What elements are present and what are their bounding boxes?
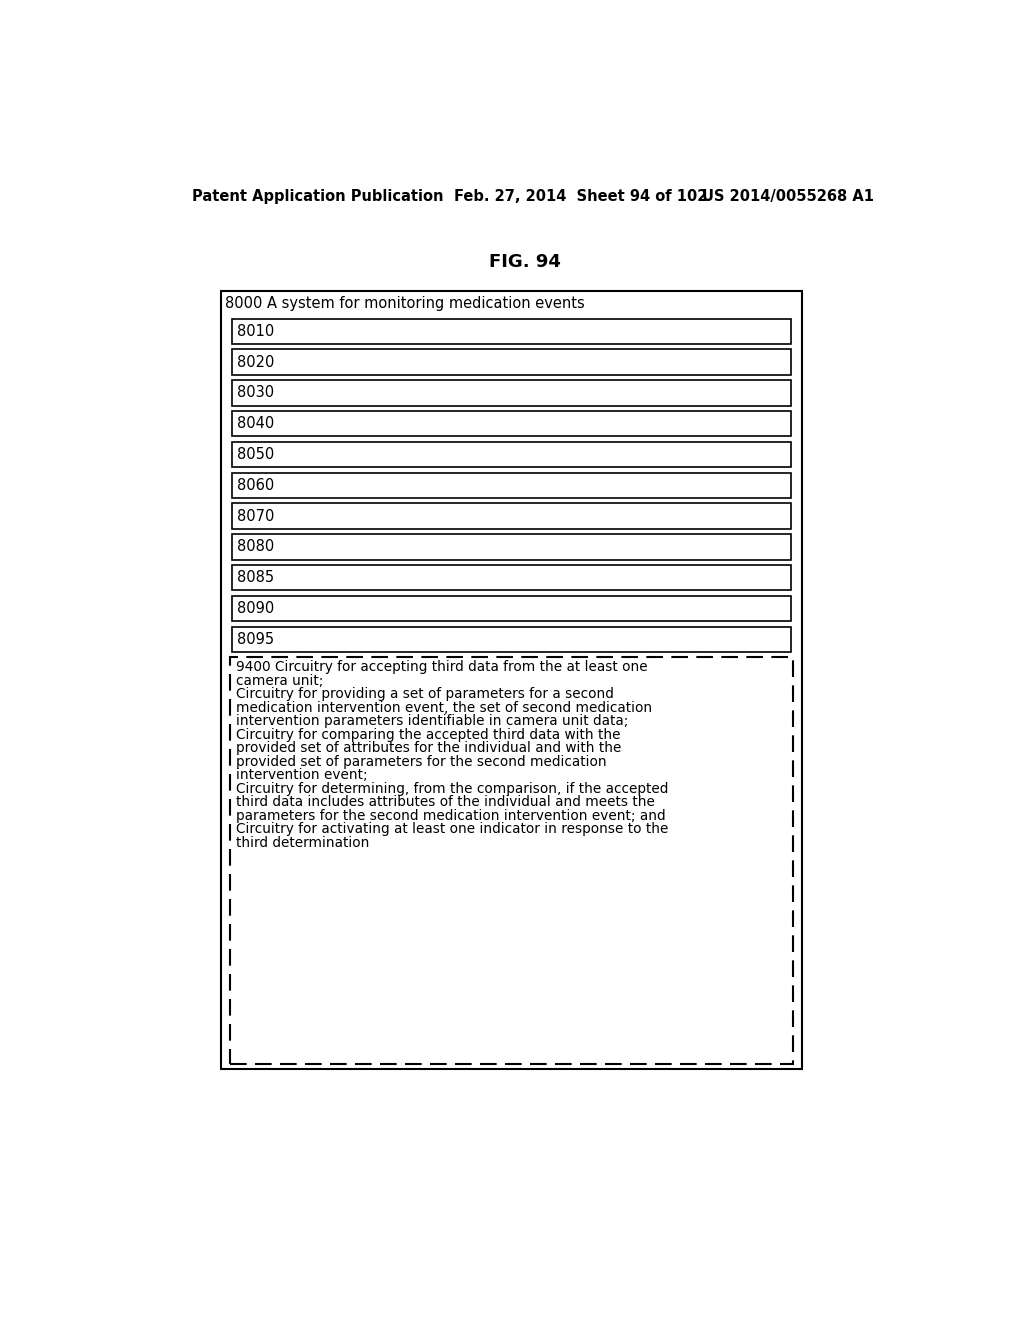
Bar — [231, 627, 792, 652]
Text: third determination: third determination — [237, 836, 370, 850]
Text: parameters for the second medication intervention event; and: parameters for the second medication int… — [237, 809, 667, 822]
Text: 8010: 8010 — [238, 323, 274, 339]
Text: intervention event;: intervention event; — [237, 768, 368, 783]
Text: 8050: 8050 — [238, 447, 274, 462]
Bar — [231, 595, 792, 622]
Bar — [231, 535, 792, 560]
Text: provided set of attributes for the individual and with the: provided set of attributes for the indiv… — [237, 742, 622, 755]
Text: Feb. 27, 2014  Sheet 94 of 102: Feb. 27, 2014 Sheet 94 of 102 — [454, 189, 707, 205]
Bar — [231, 350, 792, 375]
Text: 8085: 8085 — [238, 570, 274, 585]
Text: 8020: 8020 — [238, 355, 274, 370]
Text: 8000 A system for monitoring medication events: 8000 A system for monitoring medication … — [225, 296, 585, 310]
Text: intervention parameters identifiable in camera unit data;: intervention parameters identifiable in … — [237, 714, 629, 729]
Text: FIG. 94: FIG. 94 — [488, 253, 561, 272]
Text: Circuitry for determining, from the comparison, if the accepted: Circuitry for determining, from the comp… — [237, 781, 669, 796]
Text: 8060: 8060 — [238, 478, 274, 492]
Text: Patent Application Publication: Patent Application Publication — [193, 189, 443, 205]
Bar — [230, 656, 793, 1064]
Text: 9400 Circuitry for accepting third data from the at least one: 9400 Circuitry for accepting third data … — [237, 660, 648, 675]
Text: third data includes attributes of the individual and meets the: third data includes attributes of the in… — [237, 795, 655, 809]
Bar — [231, 503, 792, 529]
Text: 8040: 8040 — [238, 416, 274, 432]
Text: Circuitry for activating at least one indicator in response to the: Circuitry for activating at least one in… — [237, 822, 669, 836]
Bar — [231, 318, 792, 345]
Text: camera unit;: camera unit; — [237, 673, 324, 688]
Text: provided set of parameters for the second medication: provided set of parameters for the secon… — [237, 755, 607, 768]
Text: Circuitry for providing a set of parameters for a second: Circuitry for providing a set of paramet… — [237, 688, 614, 701]
Text: 8030: 8030 — [238, 385, 274, 400]
Text: 8070: 8070 — [238, 508, 274, 524]
Text: medication intervention event, the set of second medication: medication intervention event, the set o… — [237, 701, 652, 715]
Text: Circuitry for comparing the accepted third data with the: Circuitry for comparing the accepted thi… — [237, 727, 621, 742]
Bar — [231, 473, 792, 498]
Bar — [231, 565, 792, 590]
Bar — [221, 290, 802, 1069]
Text: 8090: 8090 — [238, 601, 274, 616]
Text: 8095: 8095 — [238, 632, 274, 647]
Bar — [231, 442, 792, 467]
Bar — [231, 380, 792, 405]
Text: 8080: 8080 — [238, 540, 274, 554]
Bar — [231, 411, 792, 437]
Text: US 2014/0055268 A1: US 2014/0055268 A1 — [701, 189, 873, 205]
